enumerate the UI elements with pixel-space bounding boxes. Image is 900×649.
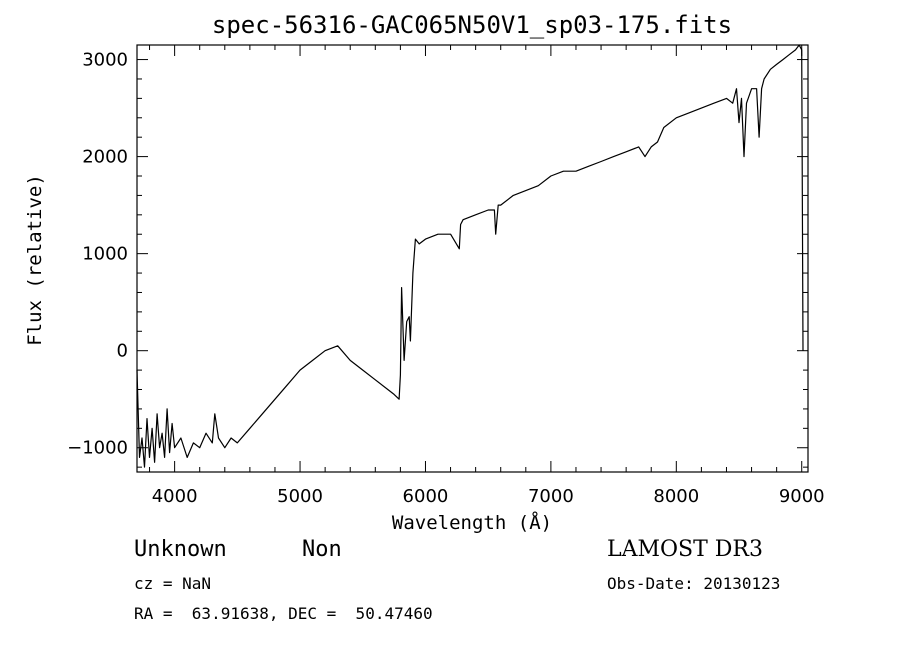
obs-date-label: Obs-Date: 20130123 — [607, 574, 781, 593]
x-tick-label: 6000 — [403, 486, 449, 507]
y-tick-label: 1000 — [82, 244, 128, 265]
subclass-label: Non — [302, 537, 342, 562]
spectrum-line — [136, 44, 804, 468]
object-class-label: Unknown — [134, 537, 227, 562]
plot-frame — [136, 44, 809, 473]
y-axis-label: Flux (relative) — [24, 174, 46, 346]
y-tick-label: 2000 — [82, 147, 128, 168]
survey-label: LAMOST DR3 — [607, 537, 763, 562]
x-tick-label: 4000 — [152, 486, 198, 507]
series-layer — [136, 44, 804, 468]
y-axis-ticks: −1000 0 1000 2000 3000 — [67, 50, 808, 468]
x-axis-label: Wavelength (Å) — [392, 511, 552, 534]
x-tick-label: 7000 — [528, 486, 574, 507]
coordinates-label: RA = 63.91638, DEC = 50.47460 — [134, 604, 433, 623]
y-tick-label: −1000 — [67, 438, 128, 459]
chart-title: spec-56316-GAC065N50V1_sp03-175.fits — [212, 11, 732, 39]
x-tick-label: 9000 — [779, 486, 825, 507]
redshift-label: cz = NaN — [134, 574, 212, 593]
y-tick-label: 3000 — [82, 50, 128, 71]
x-tick-label: 8000 — [653, 486, 699, 507]
plot-border — [136, 44, 809, 473]
x-tick-label: 5000 — [277, 486, 323, 507]
x-axis-ticks: 4000 5000 6000 7000 8000 9000 — [149, 45, 825, 507]
y-tick-label: 0 — [117, 341, 128, 362]
